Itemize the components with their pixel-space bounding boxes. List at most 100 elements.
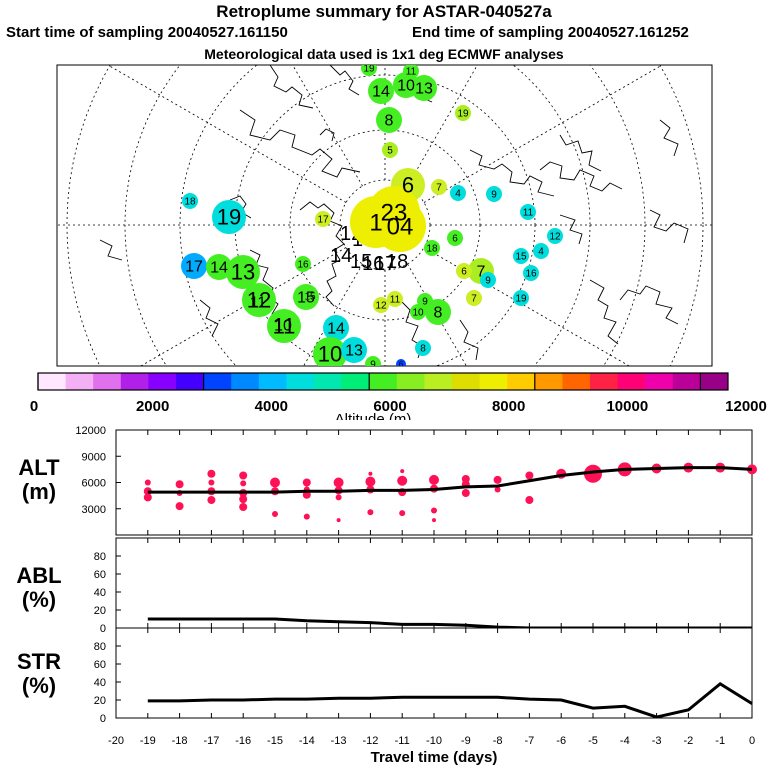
y-tick-label: 3000 — [82, 504, 106, 516]
x-tick-label: -20 — [108, 735, 124, 747]
plume-cluster-label: 10 — [397, 78, 415, 95]
plume-cluster-label: 7 — [436, 183, 442, 194]
str-panel-label: STR (%) — [17, 649, 61, 698]
colorbar-swatch — [534, 373, 563, 390]
plume-cluster-label: 12 — [549, 232, 561, 243]
panel-alt: 3000 6000 9000 12000 — [75, 425, 757, 536]
colorbar-swatch — [645, 373, 674, 390]
plume-cluster-label: 10 — [412, 308, 424, 319]
colorbar-tick: 6000 — [373, 398, 406, 415]
alt-point — [239, 503, 248, 511]
plume-cluster-dot — [486, 186, 502, 202]
plume-cluster-dot — [267, 309, 301, 343]
alt-point — [367, 509, 374, 516]
alt-point — [400, 469, 405, 474]
plume-cluster-dot — [396, 359, 406, 366]
x-tick-label: -18 — [172, 735, 188, 747]
alt-point — [240, 480, 247, 487]
plume-cluster-dot — [361, 65, 377, 76]
plume-cluster-label: 14 — [372, 84, 390, 101]
chart-title: Retroplume summary for ASTAR-040527a — [216, 2, 552, 21]
plume-cluster-label: 16 — [297, 260, 309, 271]
plume-cluster-label: 23 — [381, 199, 408, 226]
x-tick-label: -3 — [652, 735, 662, 747]
y-tick-label: 0 — [100, 713, 106, 725]
overlap-cluster-label: 16 — [362, 253, 384, 275]
plume-cluster-dot — [415, 340, 431, 356]
plume-cluster-label: 9 — [491, 190, 497, 201]
altitude-colorbar — [37, 372, 729, 391]
plume-cluster-label: 13 — [345, 343, 363, 360]
x-tick-label: -19 — [140, 735, 156, 747]
plume-cluster-dot — [447, 230, 463, 246]
plume-cluster-label: 1 — [369, 209, 382, 236]
plume-cluster-label: 11 — [250, 295, 267, 312]
alt-point — [175, 502, 184, 511]
plume-cluster-label: 6 — [452, 234, 458, 245]
colorbar-tick: 10000 — [606, 398, 648, 415]
plume-cluster-label: 15 — [297, 290, 315, 307]
start-time-label: Start time of sampling 20040527.161150 — [6, 24, 288, 41]
y-tick-label: 20 — [94, 605, 106, 617]
plume-cluster-label: 14 — [210, 260, 228, 277]
plume-cluster-dot — [212, 200, 246, 234]
alt-point — [143, 493, 152, 502]
abl-panel-label: ABL (%) — [16, 563, 62, 612]
plume-cluster-dot — [295, 256, 311, 272]
x-tick-label: -11 — [395, 735, 410, 747]
plume-cluster-label: 12 — [247, 288, 271, 313]
alt-point — [144, 479, 151, 486]
plume-cluster-label: 15 — [515, 252, 527, 263]
plume-cluster-dot — [387, 291, 403, 307]
plume-cluster-dot — [480, 272, 496, 288]
plume-cluster-dot — [242, 283, 276, 317]
plume-cluster-label: 17 — [317, 215, 329, 226]
alt-point — [368, 471, 373, 476]
plume-cluster-label: 11 — [406, 67, 417, 78]
plume-cluster-label: 17 — [185, 259, 203, 276]
alt-point — [333, 477, 344, 488]
panel-abl: 0 20 40 60 80 — [94, 537, 753, 635]
plume-cluster-label: 4 — [538, 247, 544, 258]
plume-cluster-dot — [181, 253, 207, 279]
plume-cluster-label: 19 — [457, 109, 469, 120]
overlap-cluster-label: 15 — [350, 251, 372, 273]
alt-point — [208, 479, 215, 486]
alt-point — [525, 496, 534, 504]
alt-point — [431, 507, 437, 514]
y-tick-label: 40 — [94, 587, 106, 599]
y-tick-label: 40 — [94, 677, 106, 689]
alt-point — [239, 495, 248, 504]
plume-cluster-dot — [425, 299, 451, 325]
plume-cluster-dot — [424, 240, 440, 256]
plume-cluster-label: 18 — [184, 197, 196, 208]
plume-cluster-dot — [341, 337, 367, 363]
plume-cluster-dot — [431, 179, 447, 195]
colorbar-swatch — [148, 373, 177, 390]
colorbar-swatch — [396, 373, 425, 390]
x-tick-label: 0 — [749, 735, 755, 747]
alt-point — [175, 480, 184, 489]
x-axis-label: Travel time (days) — [371, 749, 498, 766]
alt-mean-line — [147, 466, 753, 494]
plume-cluster-dot — [365, 356, 381, 366]
plume-cluster-label: 10 — [274, 318, 292, 335]
plume-cluster-label: 18 — [426, 244, 438, 255]
y-tick-label: 0 — [100, 623, 106, 635]
colorbar-swatch — [38, 373, 67, 390]
colorbar-swatch — [424, 373, 453, 390]
plume-cluster-dot — [533, 243, 549, 259]
plume-cluster-dot — [466, 290, 482, 306]
x-tick-label: -9 — [461, 735, 471, 747]
plume-cluster-label: 15 — [304, 292, 316, 303]
y-tick-label: 9000 — [82, 451, 106, 463]
colorbar-swatch — [286, 373, 315, 390]
colorbar-tick: 0 — [30, 398, 38, 415]
x-tick-label: -16 — [235, 735, 251, 747]
plume-cluster-label: 9 — [370, 360, 376, 371]
colorbar-swatch — [203, 373, 232, 390]
y-tick-label: 20 — [94, 695, 106, 707]
alt-point — [270, 477, 280, 488]
plume-cluster-dot — [368, 78, 394, 104]
met-data-label: Meteorological data used is 1x1 deg ECMW… — [204, 46, 564, 62]
